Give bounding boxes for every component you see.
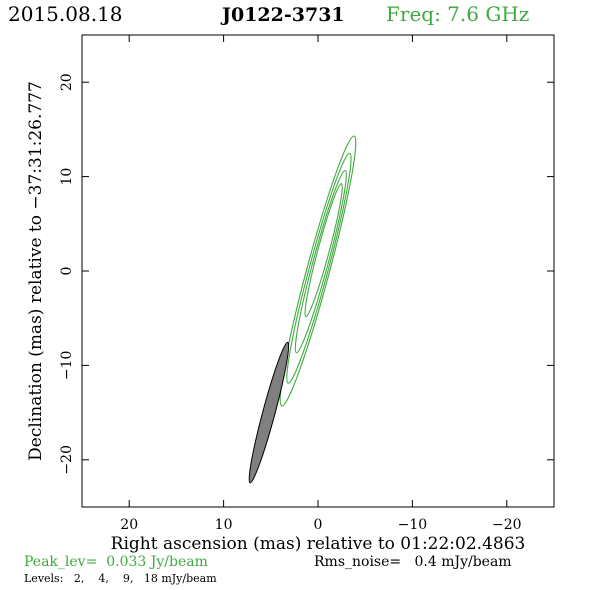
- peak-level: Peak_lev= 0.033 Jy/beam: [24, 554, 208, 570]
- contour-levels: Levels: 2, 4, 9, 18 mJy/beam: [24, 572, 217, 585]
- beam-ellipse: [248, 341, 290, 484]
- y-tick-label: −10: [59, 351, 75, 381]
- y-tick-label: 10: [59, 168, 75, 186]
- y-axis-label: Declination (mas) relative to −37:31:26.…: [26, 81, 46, 461]
- x-tick-label: 10: [215, 517, 233, 533]
- contour-level-18: [304, 183, 343, 318]
- y-tick-label: 20: [59, 73, 75, 91]
- contour-level-2: [279, 135, 357, 407]
- frequency-label: Freq: 7.6 GHz: [386, 2, 529, 26]
- axis-ticks: 20 10 0 −10 −20 20 10 0 −10 −20: [59, 35, 554, 533]
- contour-group: [279, 135, 357, 407]
- contour-level-4: [286, 152, 352, 384]
- x-axis-label: Right ascension (mas) relative to 01:22:…: [111, 534, 526, 554]
- source-name: J0122-3731: [220, 4, 345, 26]
- contour-level-9: [294, 169, 347, 354]
- beam-group: [248, 341, 290, 484]
- x-tick-label: −20: [492, 517, 522, 533]
- observation-date: 2015.08.18: [8, 2, 123, 26]
- x-tick-label: 0: [314, 517, 323, 533]
- y-tick-label: −20: [59, 445, 75, 475]
- plot-frame: [81, 34, 555, 508]
- x-tick-label: −10: [398, 517, 428, 533]
- rms-noise: Rms_noise= 0.4 mJy/beam: [314, 554, 512, 570]
- y-tick-label: 0: [59, 267, 75, 276]
- x-tick-label: 20: [120, 517, 138, 533]
